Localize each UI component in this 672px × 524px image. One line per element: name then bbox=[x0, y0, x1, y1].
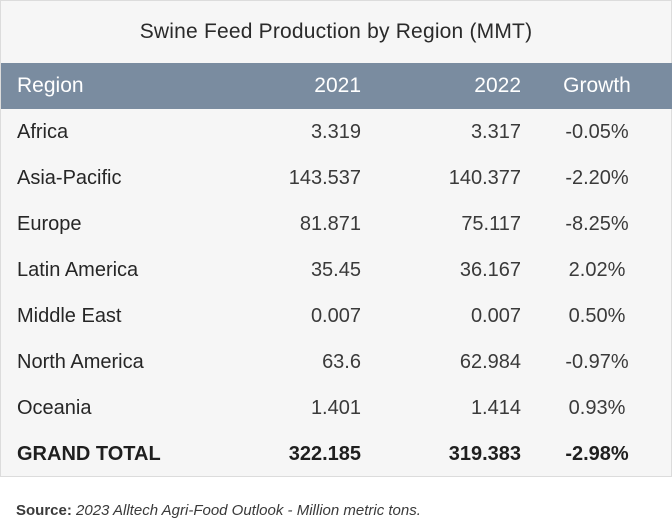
cell-2021: 81.871 bbox=[299, 212, 361, 235]
source-label: Source: bbox=[16, 502, 72, 519]
header-region: Region bbox=[17, 74, 84, 97]
table-row: Middle East 0.007 0.007 0.50% bbox=[1, 293, 672, 339]
table-body: Africa 3.319 3.317 -0.05% Asia-Pacific 143.53… bbox=[1, 109, 672, 477]
table-row: Asia-Pacific 143.537 140.377 -2.20% bbox=[1, 155, 672, 201]
cell-2022: 140.377 bbox=[448, 166, 521, 189]
cell-region: North America bbox=[17, 350, 144, 373]
cell-growth: -0.97% bbox=[565, 350, 629, 373]
cell-2022: 75.117 bbox=[461, 212, 521, 235]
cell-2022: 62.984 bbox=[459, 350, 521, 373]
header-2022: 2022 bbox=[474, 74, 521, 97]
table-row: Oceania 1.401 1.414 0.93% bbox=[1, 385, 672, 431]
cell-growth: 0.50% bbox=[568, 304, 626, 327]
table-header-row: Region 2021 2022 Growth bbox=[1, 63, 672, 109]
cell-2022: 3.317 bbox=[470, 120, 521, 143]
cell-2021: 35.45 bbox=[310, 258, 361, 281]
table-row: Africa 3.319 3.317 -0.05% bbox=[1, 109, 672, 155]
cell-2022: 319.383 bbox=[448, 442, 521, 465]
cell-2022: 0.007 bbox=[470, 304, 521, 327]
cell-2021: 0.007 bbox=[310, 304, 361, 327]
cell-2021: 143.537 bbox=[288, 166, 361, 189]
cell-2021: 1.401 bbox=[310, 396, 361, 419]
cell-2021: 63.6 bbox=[322, 350, 361, 373]
table-title: Swine Feed Production by Region (MMT) bbox=[1, 1, 671, 63]
cell-2021: 322.185 bbox=[288, 442, 361, 465]
cell-growth: -8.25% bbox=[565, 212, 629, 235]
header-growth: Growth bbox=[563, 74, 631, 97]
cell-growth: 0.93% bbox=[568, 396, 626, 419]
cell-growth: -2.98% bbox=[565, 442, 629, 465]
cell-growth: -2.20% bbox=[565, 166, 629, 189]
source-text: 2023 Alltech Agri-Food Outlook - Million… bbox=[76, 502, 421, 519]
cell-2021: 3.319 bbox=[310, 120, 361, 143]
source-note: Source: 2023 Alltech Agri-Food Outlook -… bbox=[16, 502, 421, 519]
table-row: Latin America 35.45 36.167 2.02% bbox=[1, 247, 672, 293]
cell-region: Asia-Pacific bbox=[17, 166, 122, 189]
cell-region: Africa bbox=[17, 120, 69, 143]
cell-region: Oceania bbox=[17, 396, 92, 419]
cell-growth: -0.05% bbox=[565, 120, 629, 143]
cell-region: Middle East bbox=[17, 304, 122, 327]
cell-2022: 1.414 bbox=[470, 396, 521, 419]
cell-region: GRAND TOTAL bbox=[17, 442, 161, 465]
feed-production-table: Region 2021 2022 Growth Africa 3.319 3.317… bbox=[1, 63, 672, 477]
cell-2022: 36.167 bbox=[459, 258, 521, 281]
table-card: Swine Feed Production by Region (MMT) Re… bbox=[0, 0, 672, 477]
table-row: Europe 81.871 75.117 -8.25% bbox=[1, 201, 672, 247]
header-2021: 2021 bbox=[314, 74, 361, 97]
grand-total-row: GRAND TOTAL 322.185 319.383 -2.98% bbox=[1, 431, 672, 477]
cell-region: Europe bbox=[17, 212, 82, 235]
table-row: North America 63.6 62.984 -0.97% bbox=[1, 339, 672, 385]
cell-growth: 2.02% bbox=[568, 258, 626, 281]
cell-region: Latin America bbox=[17, 258, 139, 281]
